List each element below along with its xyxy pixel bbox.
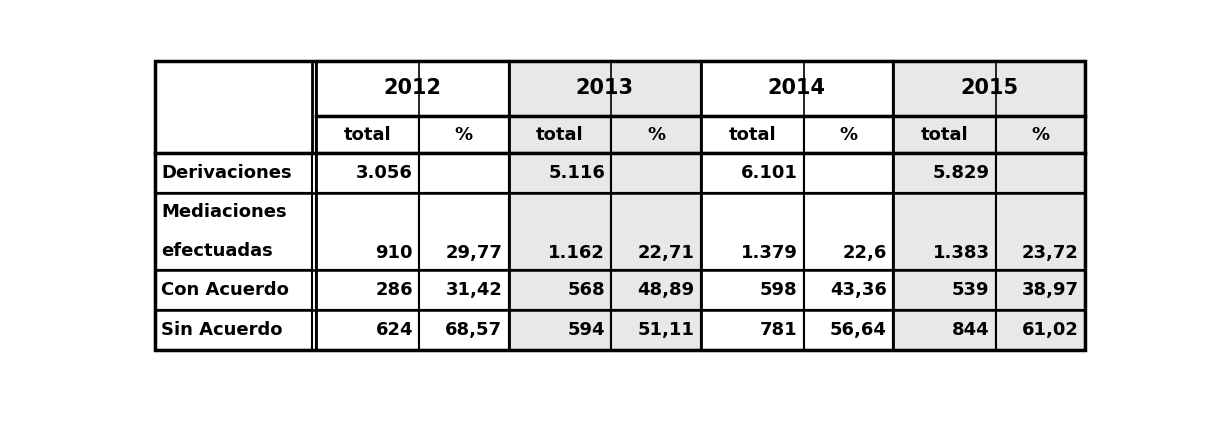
Text: 5.829: 5.829: [933, 164, 990, 182]
Text: 48,89: 48,89: [638, 281, 695, 299]
Bar: [419, 270, 508, 310]
Bar: [316, 270, 419, 310]
Bar: [419, 153, 508, 193]
Bar: [803, 270, 893, 310]
Bar: [316, 61, 508, 153]
Bar: [419, 310, 508, 350]
Text: total: total: [728, 126, 776, 144]
Text: 1.379: 1.379: [741, 244, 797, 262]
Text: 23,72: 23,72: [1022, 244, 1079, 262]
Bar: [611, 153, 701, 193]
Text: 594: 594: [567, 321, 605, 339]
Text: efectuadas: efectuadas: [161, 242, 273, 260]
Bar: [803, 193, 893, 270]
Bar: [155, 270, 312, 310]
Bar: [611, 193, 701, 270]
Text: 624: 624: [375, 321, 413, 339]
Text: 5.116: 5.116: [548, 164, 605, 182]
Bar: [996, 153, 1085, 193]
Text: Con Acuerdo: Con Acuerdo: [161, 281, 289, 299]
Bar: [996, 270, 1085, 310]
Bar: [701, 116, 803, 153]
Text: 910: 910: [375, 244, 413, 262]
Bar: [996, 116, 1085, 153]
Bar: [508, 153, 611, 193]
Bar: [701, 193, 803, 270]
Text: total: total: [344, 126, 392, 144]
Text: %: %: [455, 126, 473, 144]
Bar: [893, 153, 996, 193]
Text: total: total: [921, 126, 968, 144]
Bar: [508, 61, 701, 153]
Bar: [316, 116, 419, 153]
Bar: [803, 310, 893, 350]
Text: 2013: 2013: [576, 79, 634, 99]
Text: Derivaciones: Derivaciones: [161, 164, 292, 182]
Text: 1.162: 1.162: [548, 244, 605, 262]
Bar: [803, 153, 893, 193]
Text: Mediaciones: Mediaciones: [161, 203, 287, 221]
Bar: [155, 310, 312, 350]
Text: 844: 844: [952, 321, 990, 339]
Bar: [155, 61, 312, 153]
Text: 22,6: 22,6: [842, 244, 887, 262]
Text: 61,02: 61,02: [1022, 321, 1079, 339]
Bar: [508, 193, 611, 270]
Text: 29,77: 29,77: [445, 244, 502, 262]
Bar: [611, 270, 701, 310]
Text: 51,11: 51,11: [638, 321, 695, 339]
Bar: [893, 270, 996, 310]
Bar: [508, 116, 611, 153]
Bar: [508, 270, 611, 310]
Bar: [155, 61, 1085, 350]
Bar: [893, 116, 996, 153]
Bar: [701, 310, 803, 350]
Text: 2015: 2015: [960, 79, 1018, 99]
Text: 3.056: 3.056: [356, 164, 413, 182]
Text: 31,42: 31,42: [445, 281, 502, 299]
Text: 1.383: 1.383: [933, 244, 990, 262]
Text: 781: 781: [760, 321, 797, 339]
Bar: [611, 310, 701, 350]
Text: 539: 539: [952, 281, 990, 299]
Text: 6.101: 6.101: [741, 164, 797, 182]
Bar: [508, 310, 611, 350]
Text: Sin Acuerdo: Sin Acuerdo: [161, 321, 283, 339]
Bar: [316, 153, 419, 193]
Bar: [701, 153, 803, 193]
Text: 43,36: 43,36: [830, 281, 887, 299]
Text: 2014: 2014: [768, 79, 825, 99]
Text: total: total: [536, 126, 583, 144]
Text: 568: 568: [567, 281, 605, 299]
Bar: [893, 61, 1085, 153]
Bar: [996, 193, 1085, 270]
Bar: [893, 193, 996, 270]
Text: 38,97: 38,97: [1022, 281, 1079, 299]
Bar: [419, 193, 508, 270]
Text: %: %: [647, 126, 666, 144]
Text: 56,64: 56,64: [830, 321, 887, 339]
Bar: [701, 270, 803, 310]
Text: 22,71: 22,71: [638, 244, 695, 262]
Text: 598: 598: [760, 281, 797, 299]
Text: 286: 286: [375, 281, 413, 299]
Bar: [316, 193, 419, 270]
Bar: [419, 116, 508, 153]
Text: %: %: [840, 126, 858, 144]
Bar: [155, 193, 312, 270]
Bar: [701, 61, 893, 153]
Text: 68,57: 68,57: [445, 321, 502, 339]
Bar: [155, 153, 312, 193]
Bar: [803, 116, 893, 153]
Bar: [996, 310, 1085, 350]
Bar: [893, 310, 996, 350]
Bar: [316, 310, 419, 350]
Text: %: %: [1031, 126, 1049, 144]
Text: 2012: 2012: [384, 79, 442, 99]
Bar: [611, 116, 701, 153]
